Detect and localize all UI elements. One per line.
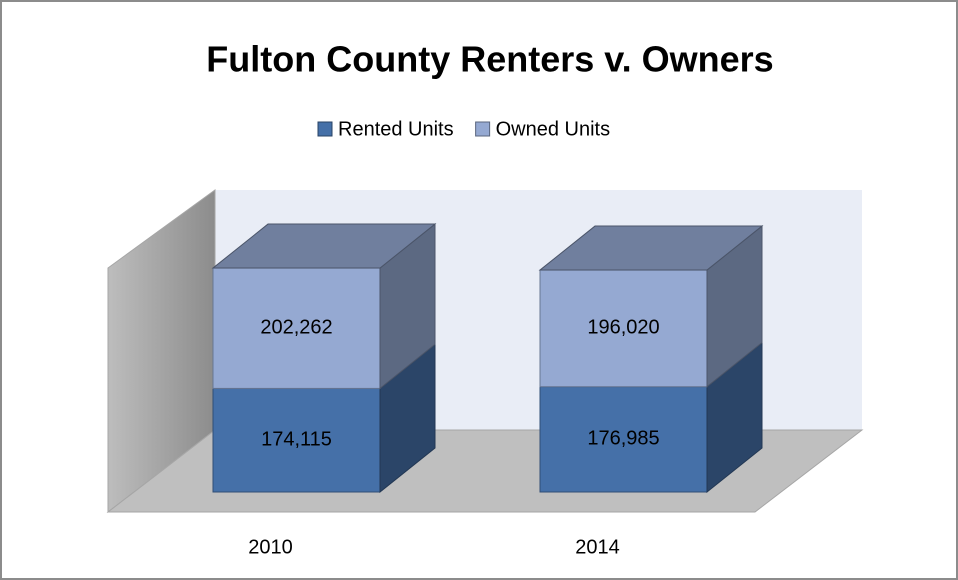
- x-tick-label: 2010: [248, 536, 293, 558]
- legend-swatch: [317, 121, 333, 137]
- data-label: 202,262: [260, 317, 332, 339]
- legend-swatch: [475, 121, 491, 137]
- data-label: 176,985: [587, 428, 659, 450]
- bar: [539, 386, 708, 493]
- bar: [212, 387, 381, 493]
- bar-top: [211, 223, 437, 269]
- legend-label: Rented Units: [338, 118, 454, 140]
- data-label: 174,115: [261, 428, 332, 450]
- x-tick-label: 2014: [575, 536, 620, 558]
- data-label: 196,020: [587, 317, 659, 339]
- bar-top: [538, 225, 764, 271]
- chart-title: Fulton County Renters v. Owners: [206, 39, 773, 80]
- legend-label: Owned Units: [496, 118, 611, 140]
